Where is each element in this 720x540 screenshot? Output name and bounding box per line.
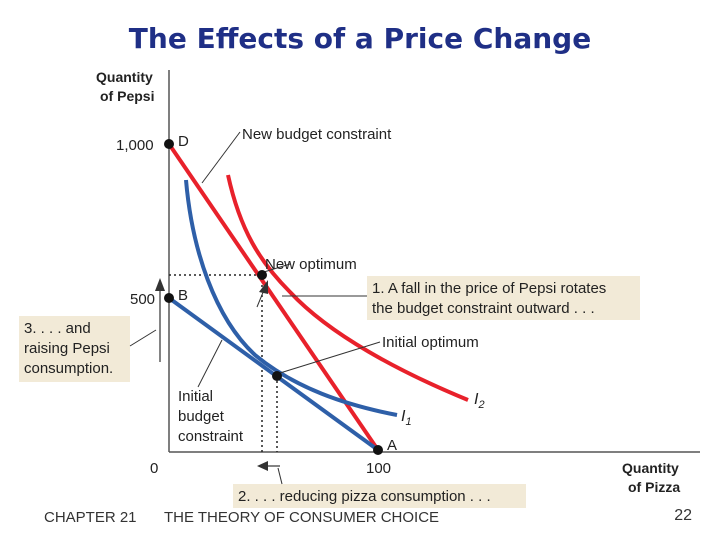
x-axis-label-line1: Quantity bbox=[622, 460, 679, 476]
callout-box-pizza bbox=[233, 484, 526, 508]
callout-rotation-line2: the budget constraint outward . . . bbox=[372, 300, 595, 317]
callout-pepsi-line1: 3. . . . and bbox=[24, 320, 91, 337]
curve-i2-subscript: 2 bbox=[477, 399, 484, 411]
leader-pepsi-box bbox=[129, 329, 157, 347]
origin-label: 0 bbox=[150, 460, 158, 477]
initial-budget-label-line2: budget bbox=[178, 408, 225, 425]
leader-initial-budget bbox=[197, 339, 223, 388]
curve-i2-label: I2 bbox=[474, 391, 485, 411]
curve-i2-letter: I bbox=[474, 391, 479, 408]
point-d bbox=[164, 139, 174, 149]
callout-box-rotation bbox=[367, 276, 640, 320]
leader-new-optimum bbox=[263, 263, 291, 273]
initial-budget-label-line3: constraint bbox=[178, 428, 244, 445]
point-a-label: A bbox=[387, 437, 397, 454]
new-budget-constraint-label: New budget constraint bbox=[242, 126, 392, 143]
y-axis-label-line1: Quantity bbox=[96, 69, 153, 85]
curve-i1-letter: I bbox=[401, 408, 406, 425]
callout-pizza-text: 2. . . . reducing pizza consumption . . … bbox=[238, 488, 491, 505]
point-new-optimum bbox=[257, 270, 267, 280]
point-b-label: B bbox=[178, 287, 188, 304]
leader-initial-optimum bbox=[279, 341, 381, 374]
footer-chapter: CHAPTER 21 bbox=[44, 509, 137, 526]
arrow-left-pizza-head bbox=[257, 461, 268, 471]
point-b bbox=[164, 293, 174, 303]
callout-rotation-line1: 1. A fall in the price of Pepsi rotates bbox=[372, 280, 606, 297]
callout-pepsi-line3: consumption. bbox=[24, 360, 113, 377]
new-optimum-label: New optimum bbox=[265, 256, 357, 273]
arrow-new-optimum-head bbox=[259, 280, 268, 294]
point-d-label: D bbox=[178, 133, 189, 150]
y-tick-1000: 1,000 bbox=[116, 137, 154, 154]
y-tick-500: 500 bbox=[130, 291, 155, 308]
point-initial-optimum bbox=[272, 371, 282, 381]
y-axis-label-line2: of Pepsi bbox=[100, 88, 154, 104]
callout-pepsi-line2: raising Pepsi bbox=[24, 340, 110, 357]
x-tick-100: 100 bbox=[366, 460, 391, 477]
page-number: 22 bbox=[674, 507, 692, 524]
new-budget-constraint bbox=[167, 142, 380, 452]
slide-title: The Effects of a Price Change bbox=[128, 22, 592, 55]
arrow-up-pepsi-head bbox=[155, 278, 165, 291]
initial-budget-label-line1: Initial bbox=[178, 388, 213, 405]
curve-i1-label: I1 bbox=[401, 408, 412, 428]
curve-i1-subscript: 1 bbox=[405, 416, 411, 428]
point-a bbox=[373, 445, 383, 455]
x-axis-label-line2: of Pizza bbox=[628, 479, 680, 495]
leader-pizza-box bbox=[277, 467, 283, 485]
footer-subtitle: THE THEORY OF CONSUMER CHOICE bbox=[164, 509, 440, 526]
callout-box-pepsi bbox=[19, 316, 130, 382]
indifference-curve-i1 bbox=[184, 179, 398, 417]
initial-optimum-label: Initial optimum bbox=[382, 334, 479, 351]
leader-new-budget bbox=[201, 131, 241, 184]
